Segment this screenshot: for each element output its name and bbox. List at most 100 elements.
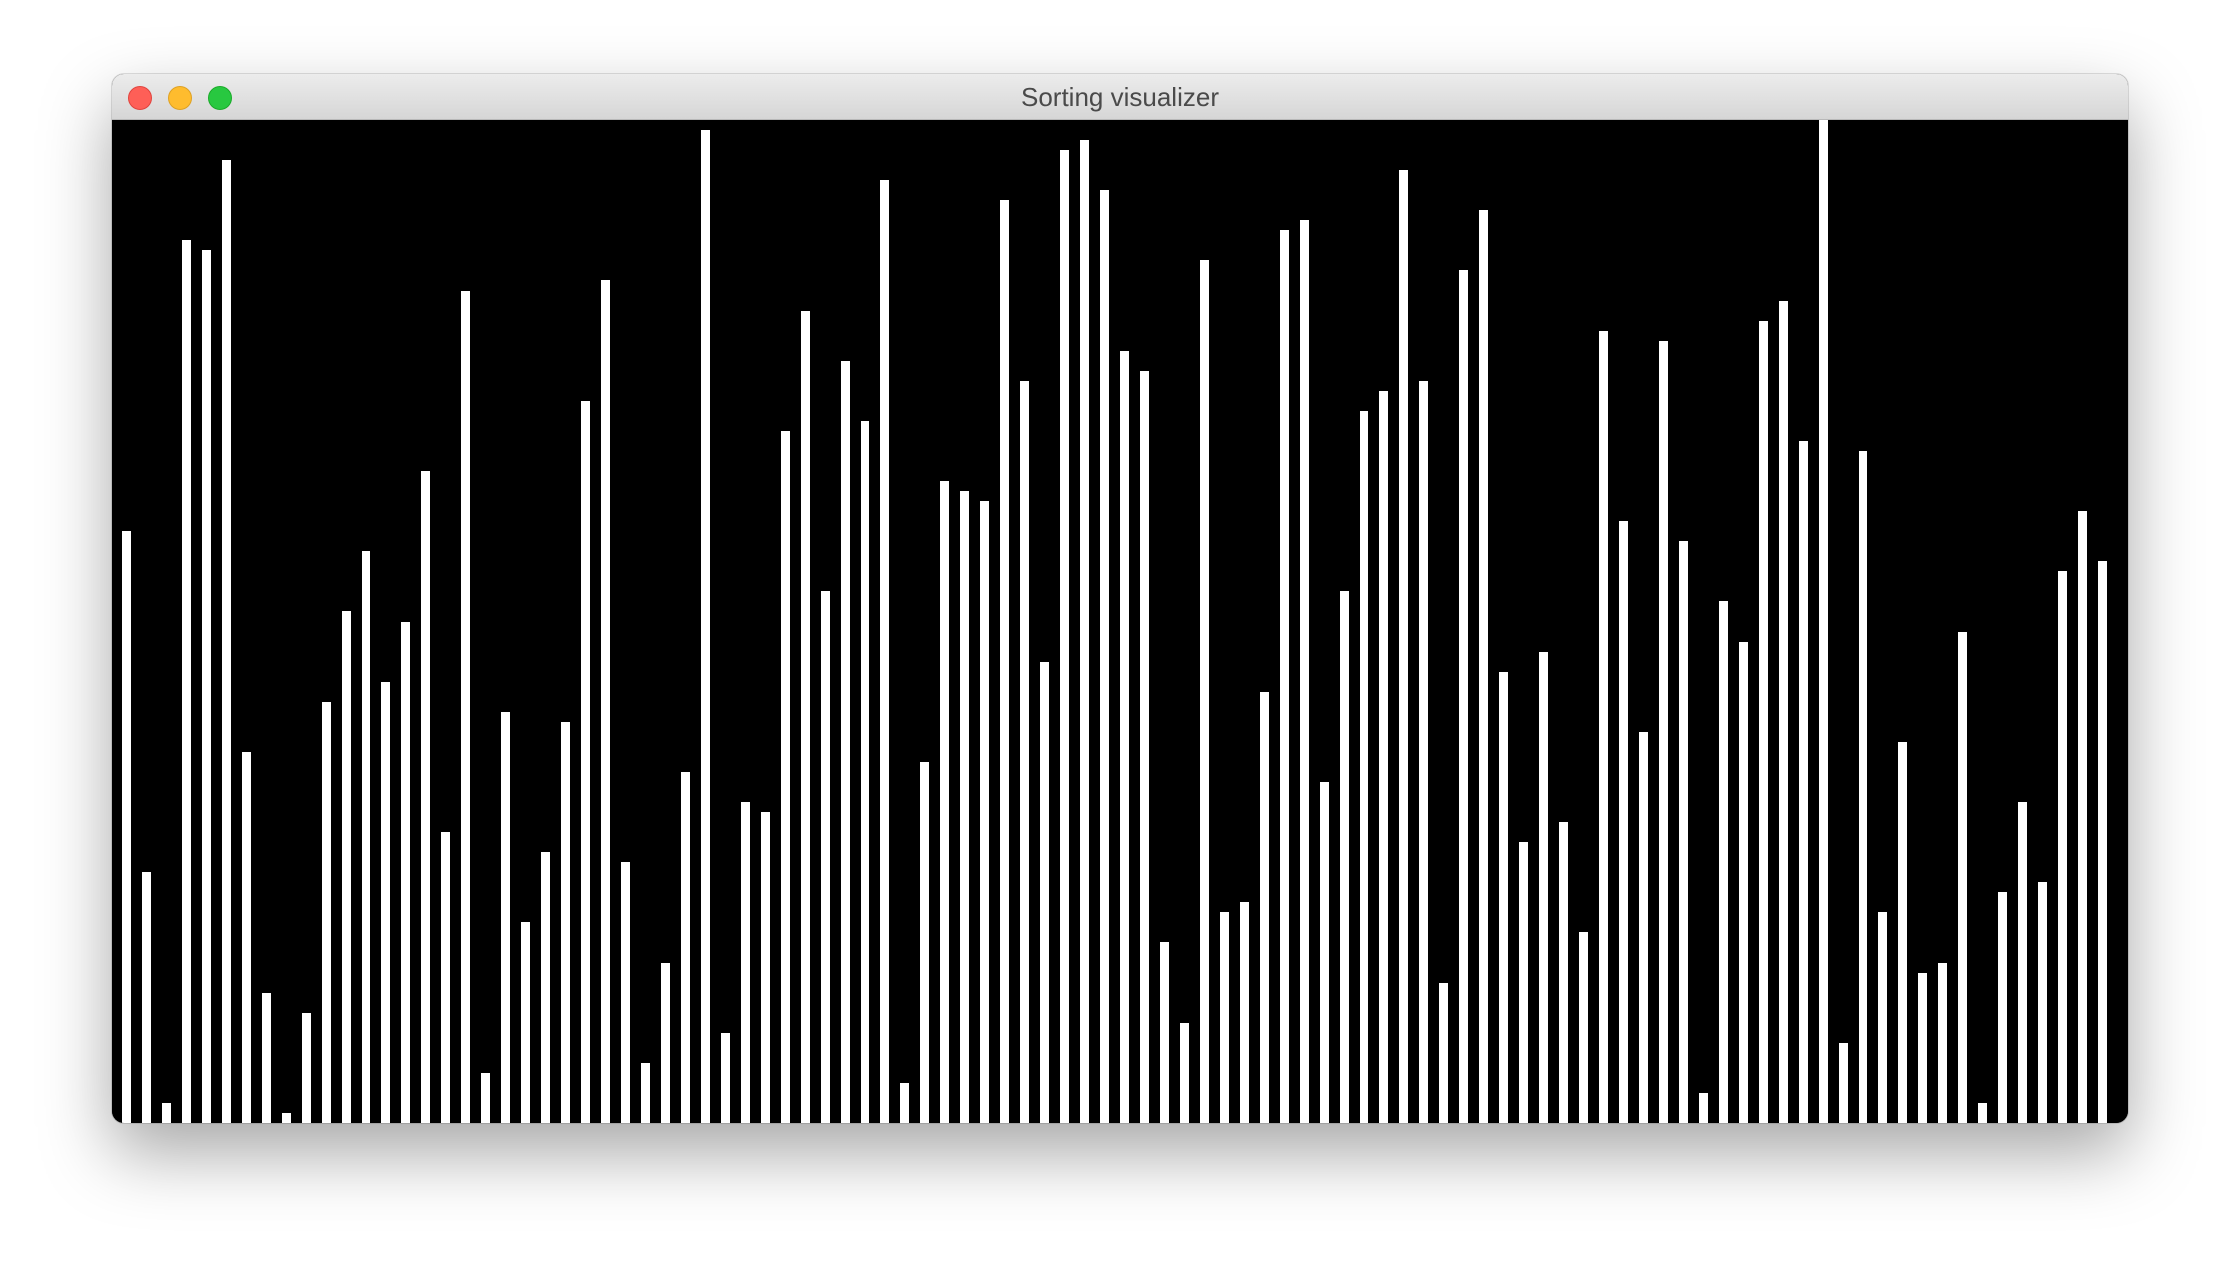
bar-4 (181, 240, 191, 1123)
bar-27 (640, 1062, 650, 1123)
bar-17 (441, 832, 451, 1123)
bar-7 (241, 751, 251, 1123)
bar-5 (201, 250, 211, 1123)
bar-88 (1858, 451, 1868, 1123)
bar-29 (680, 771, 690, 1123)
bar-78 (1658, 340, 1668, 1123)
bar-2 (141, 872, 151, 1123)
bar-46 (1020, 380, 1030, 1123)
app-window: Sorting visualizer (112, 74, 2128, 1123)
bar-85 (1798, 440, 1808, 1123)
bar-32 (740, 802, 750, 1123)
bar-49 (1080, 140, 1090, 1123)
bar-82 (1738, 641, 1748, 1123)
bar-58 (1259, 691, 1269, 1123)
bar-canvas (112, 120, 2128, 1123)
bar-71 (1519, 842, 1529, 1123)
bar-100 (2098, 561, 2107, 1123)
bar-63 (1359, 410, 1369, 1123)
bar-98 (2058, 571, 2068, 1123)
bar-66 (1419, 380, 1429, 1123)
bar-9 (281, 1112, 291, 1123)
bar-35 (800, 310, 810, 1123)
maximize-icon[interactable] (208, 86, 232, 110)
bar-53 (1159, 942, 1169, 1123)
bar-84 (1778, 300, 1788, 1123)
bar-67 (1439, 982, 1449, 1123)
bar-41 (920, 761, 930, 1123)
bar-79 (1678, 541, 1688, 1123)
bar-21 (521, 922, 531, 1123)
bar-90 (1898, 741, 1908, 1123)
bar-57 (1239, 902, 1249, 1123)
bar-15 (401, 621, 411, 1123)
bar-39 (880, 180, 890, 1123)
bar-25 (601, 280, 610, 1123)
bar-37 (840, 360, 850, 1123)
bar-47 (1040, 661, 1050, 1123)
bar-18 (461, 290, 471, 1123)
bar-81 (1718, 601, 1728, 1123)
bar-20 (501, 711, 511, 1123)
bar-61 (1319, 781, 1329, 1123)
close-icon[interactable] (128, 86, 152, 110)
bar-11 (321, 701, 331, 1123)
bar-13 (361, 551, 371, 1123)
bar-23 (561, 721, 571, 1123)
bar-22 (541, 852, 551, 1123)
bar-72 (1539, 651, 1549, 1123)
bar-36 (820, 591, 830, 1123)
bar-48 (1060, 150, 1070, 1123)
bar-75 (1599, 330, 1608, 1123)
bar-76 (1619, 521, 1628, 1123)
bar-33 (760, 812, 770, 1123)
title-bar[interactable]: Sorting visualizer (112, 74, 2128, 120)
bar-74 (1579, 932, 1589, 1123)
bar-43 (960, 491, 970, 1123)
bar-91 (1918, 972, 1928, 1123)
bar-73 (1559, 822, 1569, 1123)
bar-95 (1998, 892, 2008, 1123)
bar-31 (720, 1032, 730, 1123)
bar-3 (161, 1102, 171, 1123)
bar-65 (1399, 170, 1409, 1123)
bar-70 (1499, 671, 1509, 1123)
bar-44 (980, 501, 990, 1123)
bar-19 (481, 1072, 491, 1123)
bar-69 (1479, 210, 1489, 1123)
bar-10 (301, 1012, 311, 1123)
bar-34 (780, 430, 790, 1123)
bar-8 (261, 992, 271, 1123)
bar-54 (1179, 1022, 1189, 1123)
bar-77 (1638, 731, 1648, 1123)
bar-89 (1878, 912, 1888, 1123)
bar-16 (421, 471, 431, 1123)
bar-52 (1139, 370, 1149, 1123)
window-title: Sorting visualizer (1021, 82, 1219, 112)
bar-50 (1100, 190, 1109, 1123)
bar-59 (1279, 230, 1289, 1123)
bar-60 (1299, 220, 1309, 1123)
bar-12 (341, 611, 351, 1123)
bar-26 (621, 862, 630, 1123)
minimize-icon[interactable] (168, 86, 192, 110)
bar-56 (1219, 912, 1229, 1123)
bar-30 (700, 130, 710, 1123)
bar-14 (381, 681, 391, 1123)
bar-42 (940, 481, 950, 1123)
bar-40 (900, 1082, 910, 1123)
bar-24 (581, 400, 591, 1123)
bar-93 (1958, 631, 1968, 1123)
bar-6 (221, 160, 231, 1123)
bar-62 (1339, 591, 1349, 1123)
bar-92 (1938, 962, 1948, 1123)
bar-97 (2038, 882, 2048, 1123)
bar-64 (1379, 390, 1389, 1123)
bar-99 (2078, 511, 2088, 1123)
bar-28 (660, 962, 670, 1123)
bar-87 (1838, 1042, 1848, 1123)
bar-94 (1978, 1102, 1988, 1123)
bar-86 (1818, 120, 1828, 1123)
bar-68 (1459, 270, 1469, 1123)
bar-80 (1698, 1092, 1708, 1123)
